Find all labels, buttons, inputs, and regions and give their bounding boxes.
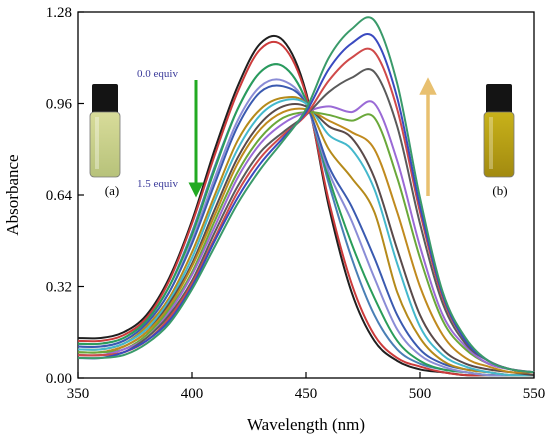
vial-a-label: (a) [105, 183, 119, 198]
start-equiv-label: 0.0 equiv [137, 68, 178, 80]
end-equiv-label: 1.5 equiv [137, 178, 178, 190]
x-tick-label: 450 [295, 386, 318, 402]
x-tick-label: 500 [409, 386, 432, 402]
series-group [77, 16, 535, 377]
x-tick-label: 550 [523, 386, 546, 402]
vial-b [483, 84, 515, 178]
series-line-15 [77, 33, 535, 374]
series-line-16 [77, 16, 535, 374]
y-tick-label: 1.28 [46, 5, 72, 21]
x-ticks: 350 400 450 500 550 [67, 372, 546, 402]
series-line-2 [77, 40, 534, 377]
vial-a [89, 84, 121, 178]
series-line-8 [77, 98, 535, 377]
vial-b-label: (b) [492, 183, 507, 198]
y-ticks: 0.00 0.32 0.64 0.96 1.28 [46, 5, 84, 387]
series-line-10 [77, 107, 535, 374]
y-axis-title: Absorbance [3, 154, 22, 235]
y-tick-label: 0.96 [46, 97, 73, 113]
y-tick-label: 0.00 [46, 371, 72, 387]
x-tick-label: 350 [67, 386, 90, 402]
x-tick-label: 400 [181, 386, 204, 402]
x-axis-title: Wavelength (nm) [247, 415, 365, 434]
y-tick-label: 0.32 [46, 280, 72, 296]
y-tick-label: 0.64 [46, 188, 73, 204]
